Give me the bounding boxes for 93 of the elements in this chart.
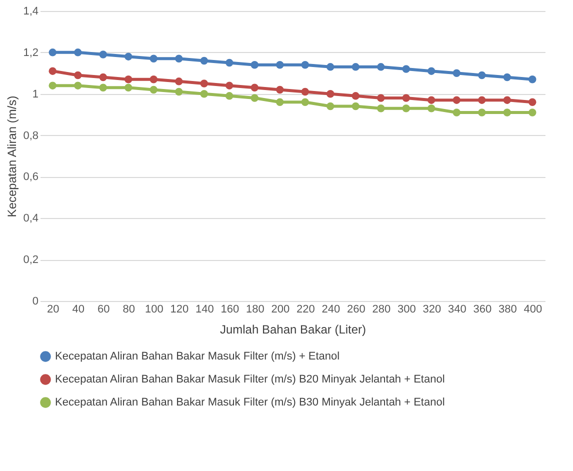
x-tick-label: 400 [524,304,542,316]
x-tick-label: 200 [271,304,290,316]
point [528,108,536,116]
point [428,96,436,104]
x-tick-label: 380 [498,304,517,316]
x-axis-title: Jumlah Bahan Bakar (Liter) [220,322,366,336]
point [276,86,284,94]
point [99,50,107,58]
point [150,54,158,63]
point [74,82,82,90]
point [276,60,284,69]
x-tick-label: 300 [397,304,416,316]
y-tick-label: 0,8 [23,130,38,142]
y-tick-label: 0,6 [23,171,38,184]
point [74,48,82,56]
point [503,108,511,116]
point [250,60,258,69]
point [428,67,436,75]
point [402,65,410,73]
point [276,98,284,106]
legend-label: Kecepatan Aliran Bahan Bakar Masuk Filter (m/s) + Etanol [55,350,340,362]
x-tick-label: 280 [372,304,391,316]
point [478,96,486,104]
point [48,48,56,56]
point [503,73,511,82]
point [402,94,410,102]
point [428,104,436,112]
y-axis-title: Kecepatan Aliran (m/s) [5,96,20,218]
point [352,92,360,100]
point [99,73,107,82]
point [478,108,486,116]
point [175,78,183,86]
y-tick-label: 0 [32,296,38,308]
point [452,108,460,116]
point [452,96,460,104]
y-tick-label: 1,2 [23,46,38,59]
point [200,56,208,65]
x-tick-label: 40 [72,304,84,316]
point [528,75,536,84]
y-tick-label: 1 [32,88,38,100]
point [150,86,158,94]
point [352,63,360,71]
x-tick-label: 340 [448,304,466,316]
x-tick-label: 220 [296,304,315,316]
point [402,104,410,112]
point [124,84,132,92]
point [326,63,334,71]
point [377,63,385,71]
x-tick-label: 180 [246,304,264,316]
point [175,54,183,63]
y-tick-label: 1,4 [23,6,38,18]
point [301,88,309,96]
x-tick-label: 360 [473,304,492,316]
point [226,82,234,90]
point [99,84,107,92]
x-tick-label: 60 [98,304,110,316]
point [301,98,309,106]
point [226,92,234,100]
point [503,96,511,104]
point [150,75,158,84]
x-tick-label: 20 [47,304,60,316]
legend-label: Kecepatan Aliran Bahan Bakar Masuk Filter (m/s) B30 Minyak Jelantah + Etanol [55,396,445,408]
point [200,80,208,88]
x-tick-label: 100 [144,304,164,316]
point [452,69,460,78]
point [352,102,360,110]
point [326,90,334,98]
x-tick-label: 320 [422,304,442,316]
point [124,52,132,60]
point [478,71,486,80]
point [226,58,234,67]
y-tick-label: 0,2 [23,254,38,266]
y-tick-label: 0,4 [23,212,38,225]
x-tick-label: 240 [322,304,340,316]
point [175,88,183,96]
point [377,104,385,112]
point [250,84,258,92]
point [528,98,536,106]
legend-label: Kecepatan Aliran Bahan Bakar Masuk Filter (m/s) B20 Minyak Jelantah + Etanol [55,374,445,386]
point [48,67,56,75]
x-tick-label: 80 [122,304,135,316]
point [48,82,56,90]
x-tick-label: 140 [195,304,214,316]
point [74,71,82,80]
point [250,94,258,102]
point [301,60,309,69]
x-tick-label: 160 [220,304,240,316]
point [326,102,334,110]
x-tick-label: 120 [170,304,189,316]
point [377,94,385,102]
point [124,75,132,84]
x-tick-label: 260 [346,304,366,316]
point [200,90,208,98]
